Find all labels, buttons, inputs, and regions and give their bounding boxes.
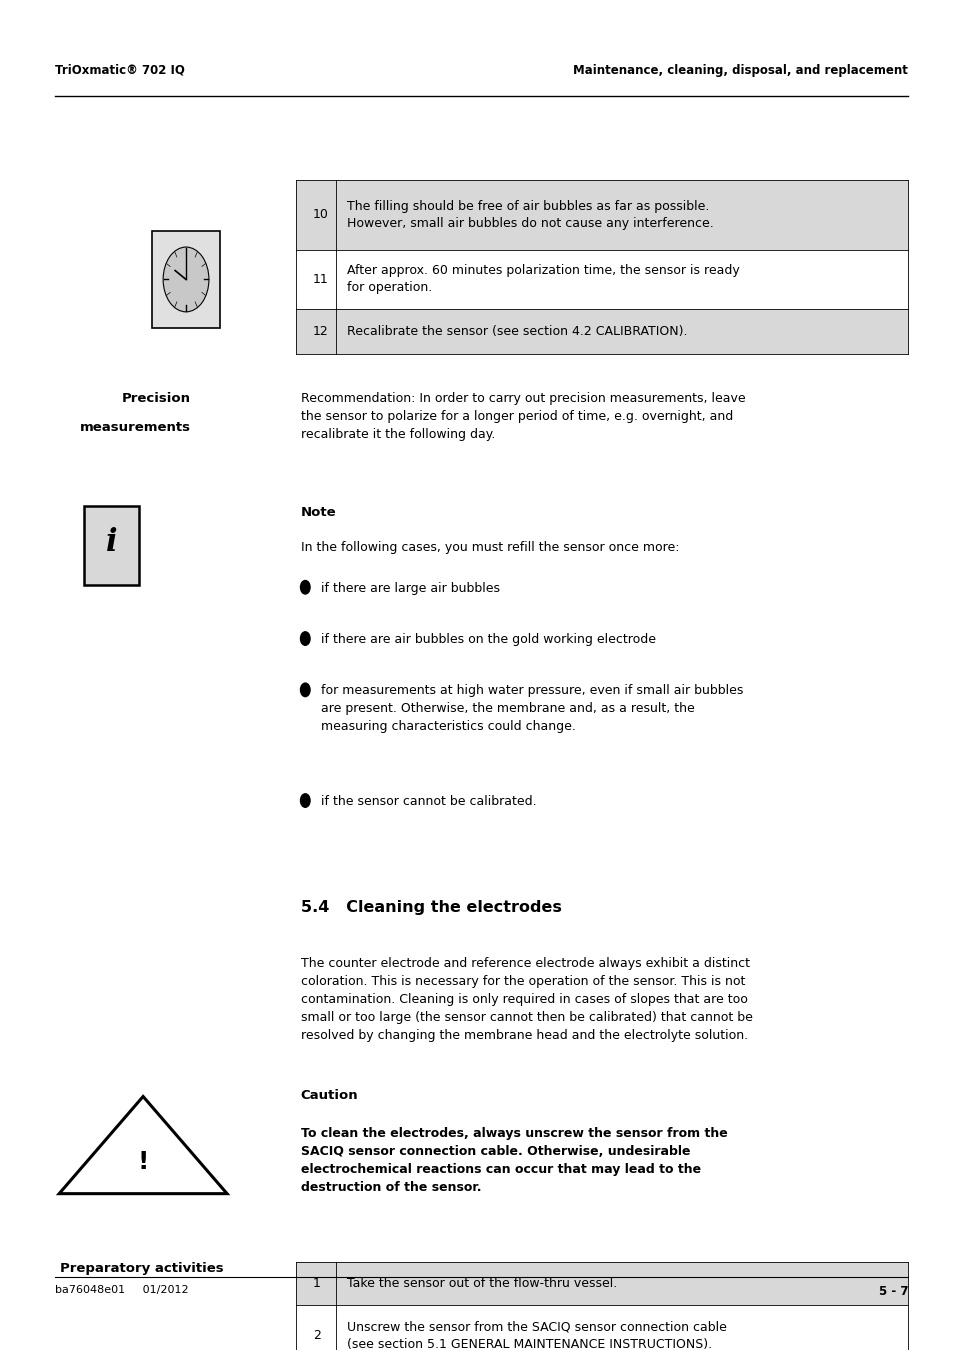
- Text: if there are large air bubbles: if there are large air bubbles: [321, 582, 500, 595]
- Text: 12: 12: [313, 325, 329, 338]
- Text: The counter electrode and reference electrode always exhibit a distinct
colorati: The counter electrode and reference elec…: [300, 957, 752, 1042]
- Text: Take the sensor out of the flow-thru vessel.: Take the sensor out of the flow-thru ves…: [347, 1277, 617, 1291]
- Text: After approx. 60 minutes polarization time, the sensor is ready
for operation.: After approx. 60 minutes polarization ti…: [347, 265, 740, 294]
- Text: 11: 11: [313, 273, 329, 286]
- Text: Recommendation: In order to carry out precision measurements, leave
the sensor t: Recommendation: In order to carry out pr…: [300, 392, 744, 440]
- Text: To clean the electrodes, always unscrew the sensor from the
SACIQ sensor connect: To clean the electrodes, always unscrew …: [300, 1127, 726, 1195]
- Text: measurements: measurements: [80, 421, 191, 435]
- Circle shape: [300, 794, 310, 807]
- FancyBboxPatch shape: [152, 231, 220, 328]
- Text: Precision: Precision: [122, 392, 191, 405]
- Text: 2: 2: [313, 1330, 320, 1342]
- Text: i: i: [106, 528, 117, 558]
- FancyBboxPatch shape: [84, 506, 139, 585]
- FancyBboxPatch shape: [295, 180, 907, 250]
- Text: The filling should be free of air bubbles as far as possible.
However, small air: The filling should be free of air bubble…: [347, 200, 713, 230]
- Text: 5 - 7: 5 - 7: [878, 1285, 907, 1299]
- Text: Unscrew the sensor from the SACIQ sensor connection cable
(see section 5.1 GΕNER: Unscrew the sensor from the SACIQ sensor…: [347, 1320, 726, 1350]
- Text: !: !: [137, 1150, 149, 1174]
- Text: if there are air bubbles on the gold working electrode: if there are air bubbles on the gold wor…: [321, 633, 656, 647]
- Text: Caution: Caution: [300, 1089, 357, 1103]
- Text: Recalibrate the sensor (see section 4.2 CΑLIBRATION).: Recalibrate the sensor (see section 4.2 …: [347, 325, 687, 338]
- Text: 10: 10: [313, 208, 329, 221]
- Circle shape: [300, 683, 310, 697]
- Text: Preparatory activities: Preparatory activities: [60, 1262, 224, 1276]
- Text: In the following cases, you must refill the sensor once more:: In the following cases, you must refill …: [300, 541, 679, 555]
- Text: Note: Note: [300, 506, 335, 520]
- Text: ba76048e01     01/2012: ba76048e01 01/2012: [55, 1285, 189, 1295]
- Circle shape: [300, 632, 310, 645]
- FancyBboxPatch shape: [295, 250, 907, 309]
- Text: if the sensor cannot be calibrated.: if the sensor cannot be calibrated.: [321, 795, 537, 809]
- FancyBboxPatch shape: [295, 1262, 907, 1305]
- FancyBboxPatch shape: [295, 1305, 907, 1350]
- Circle shape: [163, 247, 209, 312]
- Text: for measurements at high water pressure, even if small air bubbles
are present. : for measurements at high water pressure,…: [321, 684, 743, 733]
- Text: TriOxmatic® 702 IQ: TriOxmatic® 702 IQ: [55, 63, 185, 77]
- Text: 5.4   Cleaning the electrodes: 5.4 Cleaning the electrodes: [300, 900, 560, 915]
- Text: 1: 1: [313, 1277, 320, 1291]
- FancyBboxPatch shape: [295, 309, 907, 354]
- Text: Maintenance, cleaning, disposal, and replacement: Maintenance, cleaning, disposal, and rep…: [573, 63, 907, 77]
- Circle shape: [300, 580, 310, 594]
